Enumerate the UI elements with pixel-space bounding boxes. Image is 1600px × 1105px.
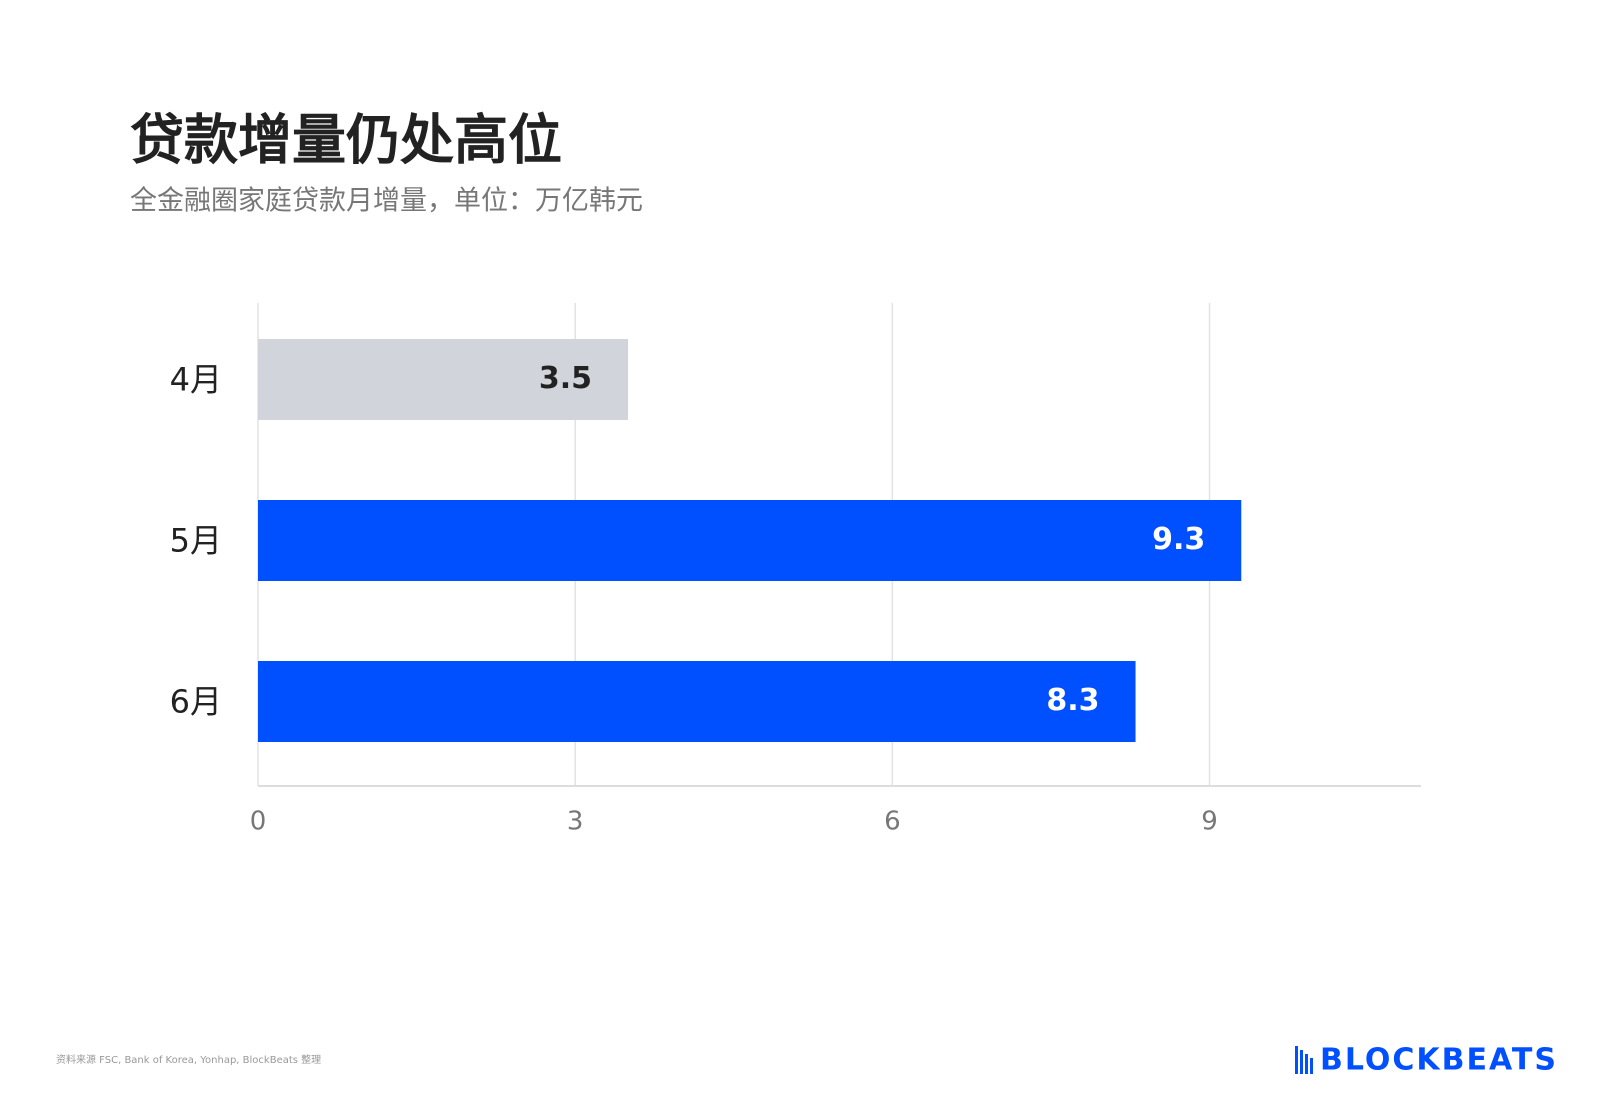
bar — [258, 339, 629, 420]
x-tick-label: 6 — [884, 807, 901, 837]
logo-icon — [1295, 1046, 1313, 1074]
chart-title: 贷款增量仍处高位 — [130, 109, 562, 172]
bar — [258, 661, 1136, 742]
x-tick-label: 3 — [567, 807, 584, 837]
value-label: 3.5 — [539, 361, 592, 396]
y-tick-label: 6月 — [170, 683, 222, 721]
value-label: 8.3 — [1046, 683, 1099, 718]
source-note: 资料来源 FSC, Bank of Korea, Yonhap, BlockBe… — [56, 1053, 321, 1066]
chart-subtitle: 全金融圈家庭贷款月增量，单位：万亿韩元 — [130, 186, 643, 217]
x-tick-label: 9 — [1201, 807, 1218, 837]
x-tick-label: 0 — [250, 807, 267, 837]
logo: BLOCKBEATS — [1320, 1043, 1558, 1078]
bar — [258, 500, 1242, 581]
y-tick-label: 4月 — [170, 361, 222, 399]
value-label: 9.3 — [1152, 522, 1205, 557]
y-tick-label: 5月 — [170, 522, 222, 560]
